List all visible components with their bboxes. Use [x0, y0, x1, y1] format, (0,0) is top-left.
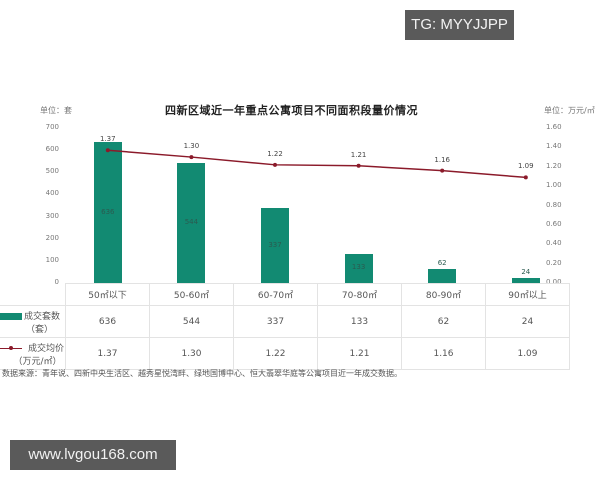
bar-value-label: 636: [101, 207, 115, 216]
price-point-marker: [356, 163, 361, 168]
bar-value-label: 544: [184, 217, 199, 226]
left-axis-tick: 0: [54, 278, 59, 286]
right-axis-tick: 0.20: [546, 258, 562, 267]
legend-line-series: 成交均价 （万元/㎡）: [0, 337, 66, 370]
category-cell: 60-70㎡: [233, 283, 318, 306]
table-corner: [0, 283, 66, 306]
count-cell: 544: [149, 305, 234, 338]
price-cell: 1.22: [233, 337, 318, 370]
left-axis-tick: 700: [45, 123, 59, 131]
count-cell: 24: [485, 305, 570, 338]
category-cell: 90㎡以上: [485, 283, 570, 306]
right-axis-tick: 0.00: [546, 278, 562, 286]
line-marker-icon: [0, 345, 22, 352]
left-axis-tick: 600: [45, 145, 59, 154]
price-cell: 1.30: [149, 337, 234, 370]
price-point-marker: [523, 175, 528, 180]
bar: [177, 162, 206, 283]
count-cell: 133: [317, 305, 402, 338]
right-axis-tick: 0.40: [546, 239, 562, 248]
left-axis-tick: 200: [45, 233, 59, 242]
price-cell: 1.16: [401, 337, 486, 370]
price-point-label: 1.16: [434, 155, 450, 164]
price-point-label: 1.21: [350, 150, 367, 159]
count-cell: 62: [401, 305, 486, 338]
price-cell: 1.09: [485, 337, 570, 370]
data-source-note: 数据来源：青年说、四新中央生活区、越秀星悦湾畔、绿地国博中心、恒大翡翠华庭等公寓…: [2, 369, 402, 378]
bar: [344, 253, 373, 283]
price-point-label: 1.09: [518, 162, 534, 171]
price-point-label: 1.30: [183, 142, 200, 151]
watermark-bottom: www.lvgou168.com: [10, 440, 176, 470]
price-point-marker: [273, 162, 277, 167]
right-axis-tick: 1.20: [546, 161, 562, 170]
price-point-label: 1.22: [267, 149, 283, 158]
bar: [428, 269, 457, 283]
left-axis-tick: 500: [45, 167, 59, 176]
count-cell: 337: [233, 305, 318, 338]
count-cell: 636: [65, 305, 150, 338]
price-point-label: 1.37: [100, 135, 116, 144]
data-table: 50㎡以下 50-60㎡ 60-70㎡ 70-80㎡ 80-90㎡ 90㎡以上 …: [0, 283, 570, 370]
price-cell: 1.21: [317, 337, 402, 370]
bar: [93, 142, 122, 283]
legend-label: 成交均价: [28, 343, 65, 354]
price-point-marker: [189, 155, 194, 160]
right-axis-tick: 1.60: [546, 123, 562, 131]
right-axis-tick: 0.80: [546, 200, 562, 209]
bar-value-label: 133: [351, 263, 366, 272]
watermark-top: TG: MYYJJPP: [405, 10, 514, 40]
left-axis-tick: 400: [45, 189, 59, 198]
legend-bar-series: 成交套数 （套）: [0, 305, 66, 338]
right-axis-tick: 1.40: [546, 142, 562, 151]
legend-unit: （万元/㎡）: [13, 356, 62, 367]
legend-unit: （套）: [25, 324, 53, 335]
category-cell: 80-90㎡: [401, 283, 486, 306]
bar-value-label: 24: [521, 267, 531, 276]
legend-label: 成交套数: [24, 311, 61, 322]
price-point-marker: [440, 168, 445, 173]
right-axis-unit: 单位：万元/㎡: [544, 106, 595, 115]
price-line: [107, 149, 526, 179]
right-axis-tick: 1.00: [546, 181, 562, 190]
left-axis-tick: 100: [45, 255, 59, 264]
category-cell: 70-80㎡: [317, 283, 402, 306]
left-axis-tick: 300: [45, 211, 59, 220]
right-axis-tick: 0.60: [546, 219, 562, 228]
bar-value-label: 62: [437, 259, 447, 268]
bar-swatch-icon: [0, 312, 22, 320]
bar-value-label: 337: [268, 240, 282, 249]
left-axis-unit: 单位：套: [40, 106, 72, 115]
category-cell: 50㎡以下: [65, 283, 150, 306]
price-point-marker: [105, 148, 110, 153]
price-cell: 1.37: [65, 337, 150, 370]
bar: [511, 277, 540, 283]
category-cell: 50-60㎡: [149, 283, 234, 306]
chart-title: 四新区域近一年重点公寓项目不同面积段量价情况: [165, 104, 418, 117]
bar: [261, 208, 289, 283]
